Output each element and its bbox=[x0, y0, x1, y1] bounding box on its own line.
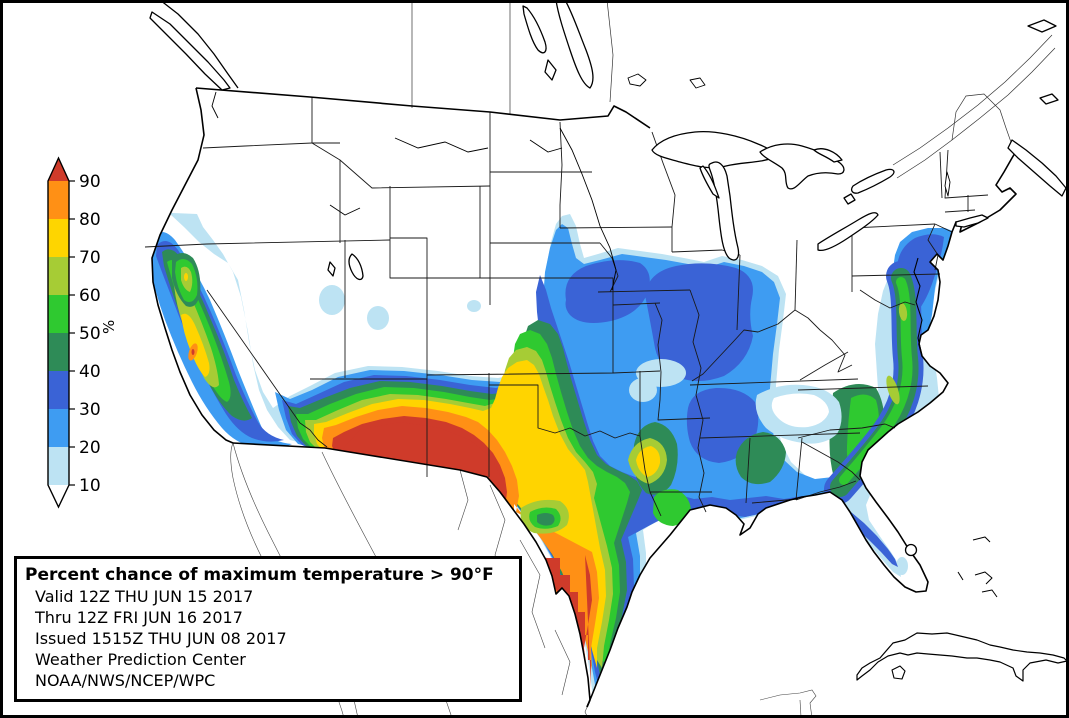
bahamas bbox=[957, 536, 998, 598]
colorbar-label: 60 bbox=[79, 286, 101, 306]
forecast-info-box: Percent chance of maximum temperature > … bbox=[14, 556, 522, 702]
forecast-valid-line: Valid 12Z THU JUN 15 2017 bbox=[35, 587, 254, 606]
lake-manitoba bbox=[544, 59, 557, 81]
vancouver-island bbox=[149, 11, 231, 91]
forecast-issued-line: Issued 1515Z THU JUN 08 2017 bbox=[35, 629, 287, 648]
colorbar-label: 50 bbox=[79, 324, 101, 344]
colorbar-label: 10 bbox=[79, 476, 101, 496]
rio-grande bbox=[486, 476, 591, 708]
great-salt-lake bbox=[348, 253, 364, 281]
state-borders bbox=[144, 97, 989, 517]
bc-coast bbox=[159, 0, 239, 89]
cuba bbox=[856, 632, 1068, 682]
mexico-border bbox=[232, 442, 488, 478]
contour-hole-al bbox=[771, 393, 829, 428]
contour-10-speck bbox=[896, 557, 908, 575]
lake-michigan bbox=[708, 161, 740, 261]
colorbar: 90 80 70 60 50 40 30 20 10% bbox=[47, 156, 118, 509]
colorbar-label: 90 bbox=[79, 172, 101, 192]
colorbar-percent-label: % bbox=[100, 320, 118, 334]
prince-edward-island bbox=[1039, 93, 1059, 105]
georgian-bay bbox=[813, 148, 843, 163]
pyramid-lake bbox=[327, 261, 336, 277]
canada-borders bbox=[411, 0, 1056, 179]
colorbar-label: 40 bbox=[79, 362, 101, 382]
contour-40-stx bbox=[537, 513, 555, 526]
lake-champlain bbox=[944, 171, 951, 197]
coastlines bbox=[151, 87, 1019, 708]
forecast-title: Percent chance of maximum temperature > … bbox=[25, 565, 494, 585]
lake-st-clair bbox=[843, 193, 856, 205]
forecast-agency-line: NOAA/NWS/NCEP/WPC bbox=[35, 671, 216, 690]
pacific-coast bbox=[151, 87, 234, 444]
contour-50-la bbox=[653, 489, 691, 526]
colorbar-label: 80 bbox=[79, 210, 101, 230]
green-bay bbox=[699, 165, 720, 199]
puget-sound bbox=[211, 91, 219, 119]
contour-10-speck bbox=[467, 300, 481, 312]
lake-winnipegosis bbox=[522, 5, 547, 54]
contour-10-speck bbox=[367, 306, 389, 330]
forecast-thru-line: Thru 12Z FRI JUN 16 2017 bbox=[35, 608, 243, 627]
chesapeake-bay bbox=[913, 257, 923, 357]
contour-70-etx bbox=[636, 446, 661, 477]
contour-60-nc bbox=[886, 375, 900, 405]
pacific-mexico-mask bbox=[0, 0, 590, 718]
islands-foreign bbox=[149, 0, 1068, 682]
lake-okeechobee bbox=[904, 543, 918, 557]
contour-hole-ok bbox=[629, 378, 657, 402]
lake-ontario bbox=[851, 168, 895, 194]
contour-30-blob bbox=[645, 263, 753, 382]
rivers bbox=[329, 127, 617, 291]
canada-border bbox=[195, 87, 651, 129]
lake-of-the-woods bbox=[627, 73, 647, 87]
gulf-atlantic-mask bbox=[587, 106, 1069, 718]
colorbar-label: 70 bbox=[79, 248, 101, 268]
contour-10-speck bbox=[319, 285, 345, 315]
lake-erie bbox=[817, 212, 879, 252]
lac-seul bbox=[689, 77, 706, 89]
forecast-center-line: Weather Prediction Center bbox=[35, 650, 246, 669]
lakes bbox=[327, 0, 951, 557]
lake-winnipeg bbox=[555, 0, 594, 89]
nw-california-spot bbox=[172, 253, 201, 307]
contour-30-blob bbox=[686, 387, 759, 463]
long-island bbox=[955, 214, 989, 228]
contour-60-va bbox=[898, 303, 908, 321]
colorbar-label: 20 bbox=[79, 438, 101, 458]
anticosti-island bbox=[1027, 19, 1057, 33]
canada-mask bbox=[196, 0, 1069, 190]
isle-of-youth bbox=[891, 665, 906, 680]
colorbar-label: 30 bbox=[79, 400, 101, 420]
nova-scotia bbox=[1007, 139, 1067, 197]
